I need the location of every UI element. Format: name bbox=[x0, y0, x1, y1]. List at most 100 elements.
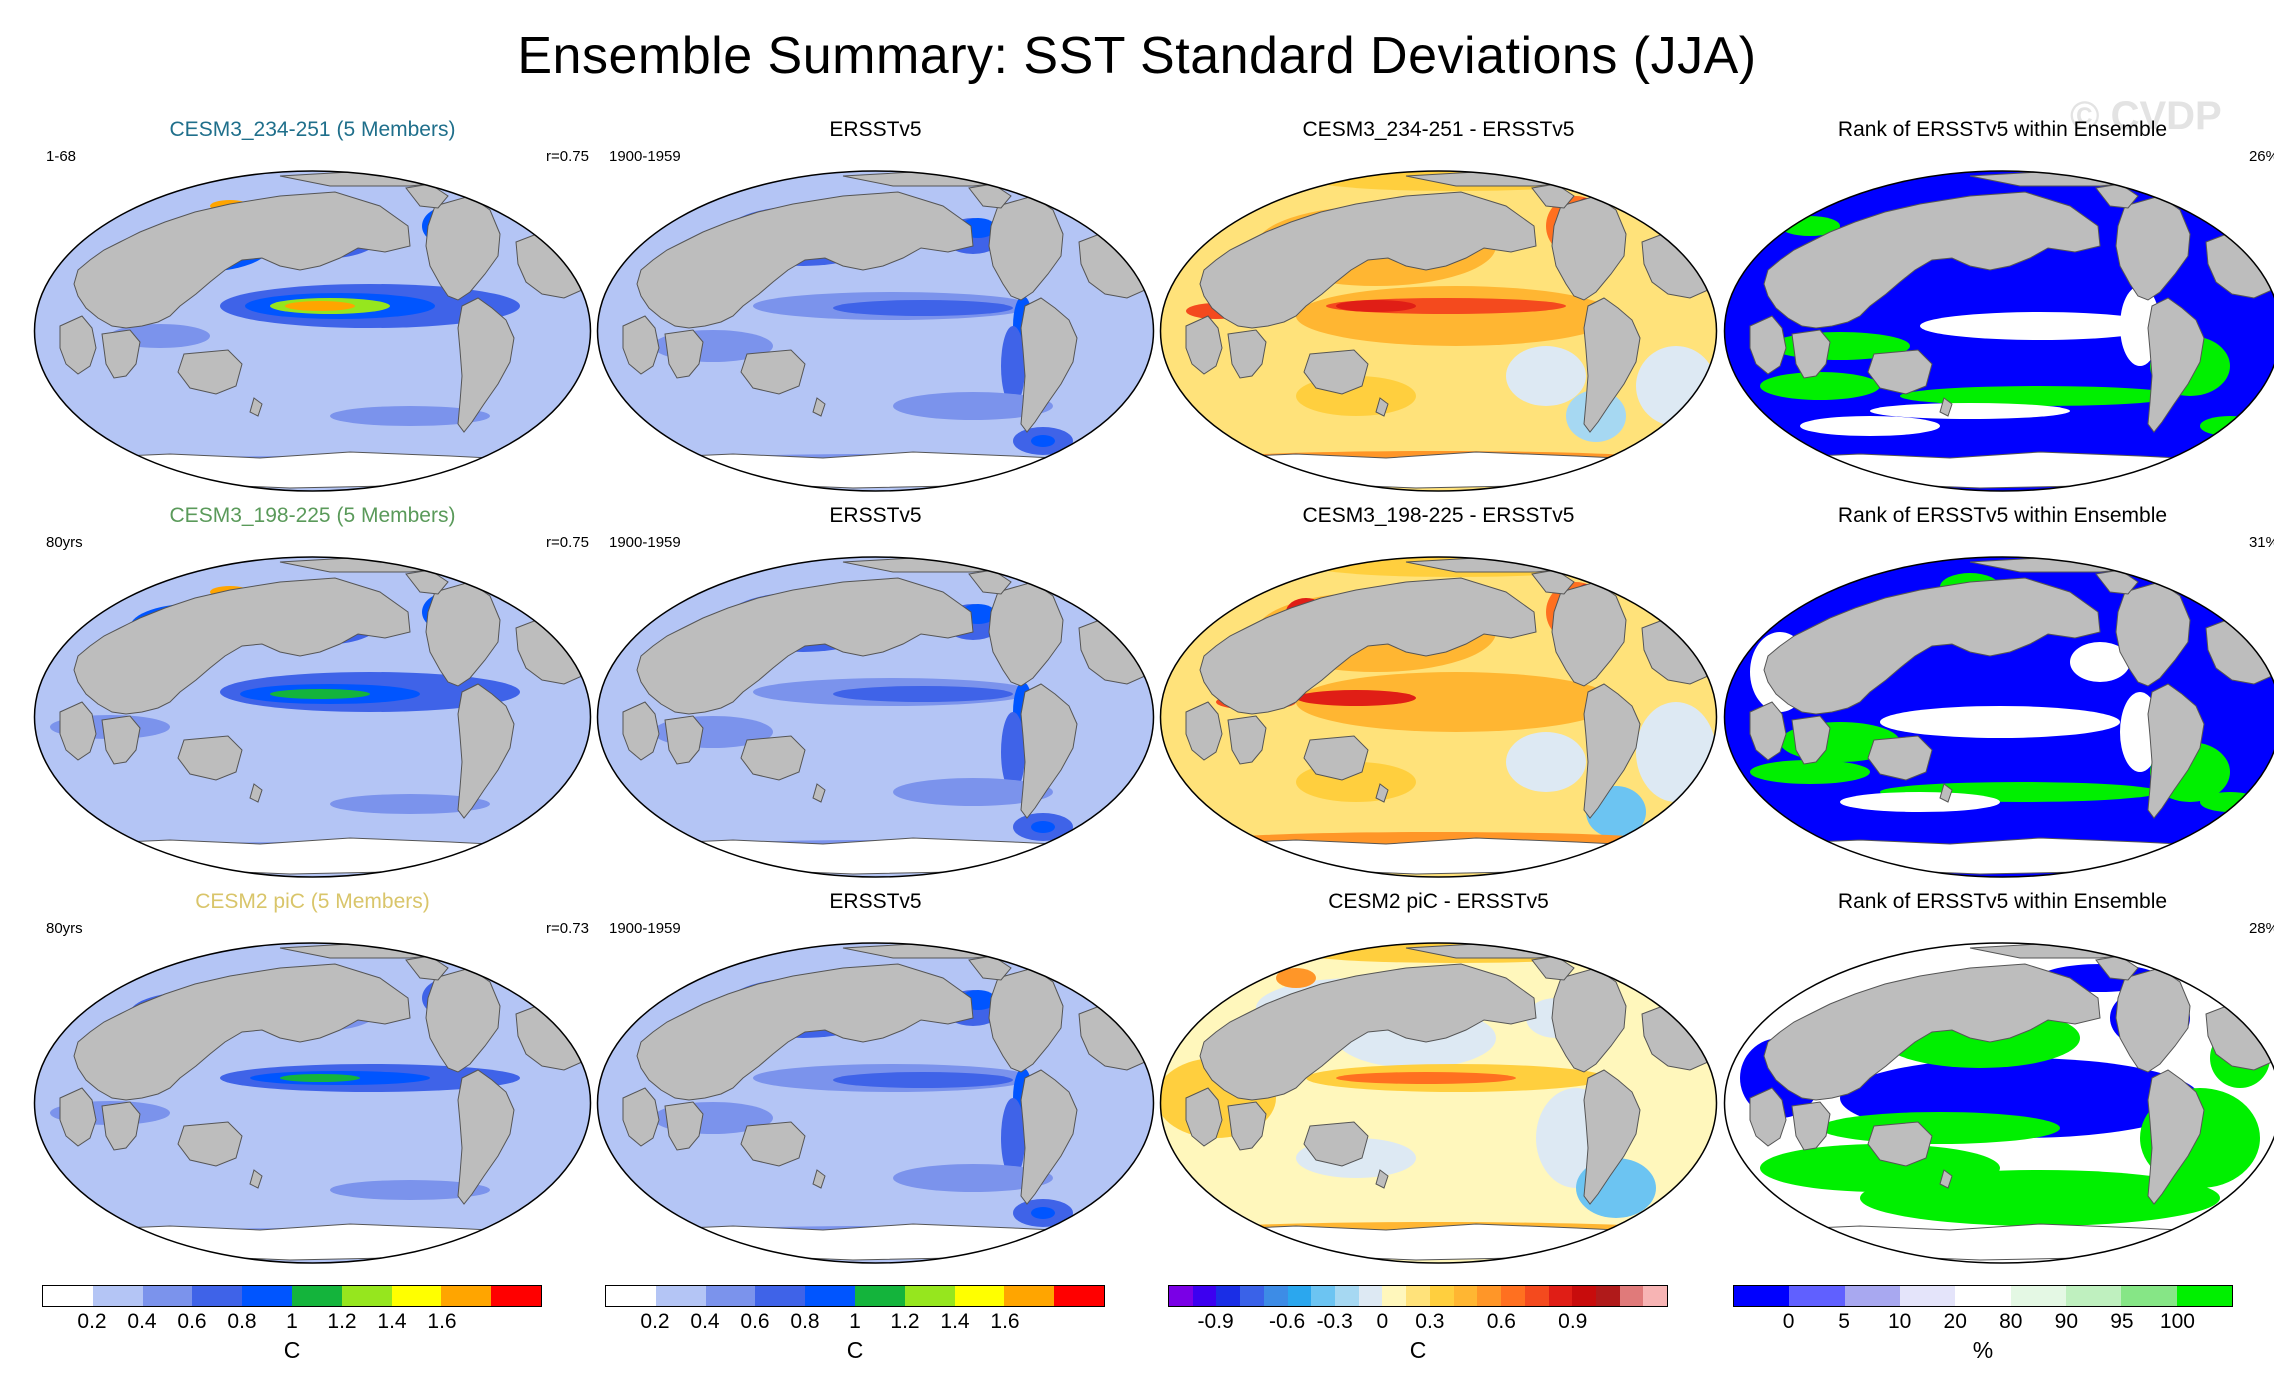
panel-right-annotation: 26% bbox=[2248, 148, 2274, 165]
colorbar-swatch bbox=[1619, 1286, 1644, 1306]
colorbar-swatch bbox=[954, 1286, 1005, 1306]
sst-contour bbox=[833, 300, 1013, 316]
antarctica bbox=[1205, 837, 1657, 875]
sst-contour bbox=[703, 185, 723, 197]
sst-contour bbox=[1506, 732, 1586, 792]
colorbar-swatch bbox=[655, 1286, 706, 1306]
land-mass bbox=[101, 715, 141, 765]
colorbar-swatch bbox=[1453, 1286, 1478, 1306]
colorbar-swatch bbox=[1955, 1286, 2011, 1306]
land-mass bbox=[177, 735, 243, 781]
land-mass bbox=[1375, 1169, 1389, 1189]
panel-title: CESM2 piC - ERSSTv5 bbox=[1328, 890, 1549, 913]
land-mass bbox=[2147, 297, 2205, 433]
colorbar-sd-model: 0.2 0.4 0.6 0.8 1 1.2 1.4 1.6 C bbox=[42, 1285, 542, 1380]
colorbar-tick-label: 5 bbox=[1838, 1310, 1850, 1333]
land-mass bbox=[1303, 1121, 1369, 1167]
colorbar-swatch bbox=[291, 1286, 342, 1306]
land-mass bbox=[101, 329, 141, 379]
panel-right-annotation: r=0.73 bbox=[546, 920, 589, 937]
sst-contour bbox=[330, 794, 490, 814]
sst-contour bbox=[330, 406, 490, 426]
colorbar-swatch bbox=[1192, 1286, 1217, 1306]
land-mass bbox=[1583, 297, 1641, 433]
panel-rank-row2: Rank of ERSSTv5 within Ensemble 31% bbox=[1720, 504, 2274, 884]
sst-contour bbox=[1001, 326, 1025, 406]
colorbar-tick-label: 0.6 bbox=[1486, 1310, 1516, 1333]
colorbar-swatch bbox=[1899, 1286, 1956, 1306]
watermark: © CVDP bbox=[2070, 94, 2222, 138]
land-mass bbox=[1227, 715, 1267, 765]
colorbar-swatch bbox=[1004, 1286, 1055, 1306]
colorbar-sd-obs: 0.2 0.4 0.6 0.8 1 1.2 1.4 1.6 C bbox=[605, 1285, 1105, 1380]
colorbar-tick-label: 1.6 bbox=[427, 1310, 457, 1333]
land-mass bbox=[1763, 963, 2101, 1101]
colorbar-swatch bbox=[1358, 1286, 1383, 1306]
land-mass bbox=[177, 1121, 243, 1167]
land-mass bbox=[457, 297, 515, 433]
colorbar-tick-label: 0.6 bbox=[177, 1310, 207, 1333]
map-border bbox=[1723, 556, 2274, 878]
land-mass bbox=[636, 191, 974, 329]
colorbar-swatch bbox=[1287, 1286, 1312, 1306]
panel-title: ERSSTv5 bbox=[829, 118, 922, 141]
land-mass bbox=[740, 349, 806, 395]
colorbar-swatch bbox=[854, 1286, 905, 1306]
colorbar-tick-label: 0.2 bbox=[640, 1310, 670, 1333]
antarctica bbox=[79, 837, 531, 875]
colorbar-swatches bbox=[1733, 1285, 2233, 1307]
land-mass bbox=[1583, 683, 1641, 819]
panel-left-annotation: 1900-1959 bbox=[609, 148, 681, 165]
map-border bbox=[1159, 170, 1718, 492]
panel-title: CESM3_198-225 - ERSSTv5 bbox=[1302, 504, 1575, 527]
panel-rank-row3: Rank of ERSSTv5 within Ensemble 28% bbox=[1720, 890, 2274, 1270]
colorbar-tick-label: -0.9 bbox=[1197, 1310, 1234, 1333]
sst-contour bbox=[703, 957, 723, 969]
figure-title: Ensemble Summary: SST Standard Deviation… bbox=[517, 27, 1757, 85]
land-mass bbox=[1551, 967, 1627, 1073]
antarctica bbox=[642, 1223, 1094, 1261]
map-border bbox=[1159, 556, 1718, 878]
sst-contour bbox=[1033, 180, 1093, 192]
land-mass bbox=[740, 735, 806, 781]
antarctica bbox=[1769, 1223, 2221, 1261]
colorbar-swatch bbox=[1382, 1286, 1407, 1306]
colorbar-tick-label: 1.4 bbox=[377, 1310, 407, 1333]
sst-contour bbox=[1820, 1112, 2060, 1144]
antarctica bbox=[1769, 837, 2221, 875]
panel-title: CESM3_198-225 (5 Members) bbox=[169, 504, 456, 527]
colorbar-unit-label: C bbox=[846, 1337, 864, 1363]
sst-contour bbox=[1870, 403, 2070, 419]
land-mass bbox=[2147, 683, 2205, 819]
land-mass bbox=[101, 1101, 141, 1151]
panel-model-row1: CESM3_234-251 (5 Members) 1-68 r=0.75 bbox=[30, 118, 595, 498]
colorbar-swatch bbox=[341, 1286, 392, 1306]
land-mass bbox=[2115, 581, 2191, 687]
world-map bbox=[1156, 552, 1721, 882]
colorbar-swatch bbox=[1643, 1286, 1668, 1306]
land-mass bbox=[622, 701, 660, 761]
panel-rank-row1: Rank of ERSSTv5 within Ensemble 26% bbox=[1720, 118, 2274, 498]
colorbar-swatch bbox=[2121, 1286, 2177, 1306]
sst-contour bbox=[1336, 300, 1416, 312]
land-mass bbox=[249, 783, 263, 803]
panel-title: Rank of ERSSTv5 within Ensemble bbox=[1837, 118, 2168, 141]
land-mass bbox=[177, 349, 243, 395]
land-mass bbox=[425, 581, 501, 687]
world-map bbox=[593, 166, 1158, 496]
land-mass bbox=[988, 967, 1064, 1073]
panel-left-annotation: 1900-1959 bbox=[609, 920, 681, 937]
land-mass bbox=[59, 701, 97, 761]
land-mass bbox=[2115, 195, 2191, 301]
colorbar-swatch bbox=[92, 1286, 143, 1306]
colorbar-swatch bbox=[2176, 1286, 2232, 1306]
colorbar-swatch bbox=[2065, 1286, 2122, 1306]
panel-obs-row1: ERSSTv5 1900-1959 bbox=[593, 118, 1158, 498]
land-mass bbox=[664, 1101, 704, 1151]
sst-contour bbox=[2070, 642, 2130, 682]
colorbar-swatch bbox=[1169, 1286, 1193, 1306]
land-mass bbox=[1867, 735, 1933, 781]
colorbar-tick-label: 0.4 bbox=[127, 1310, 157, 1333]
panel-obs-row3: ERSSTv5 1900-1959 bbox=[593, 890, 1158, 1270]
colorbar-swatch bbox=[1548, 1286, 1573, 1306]
